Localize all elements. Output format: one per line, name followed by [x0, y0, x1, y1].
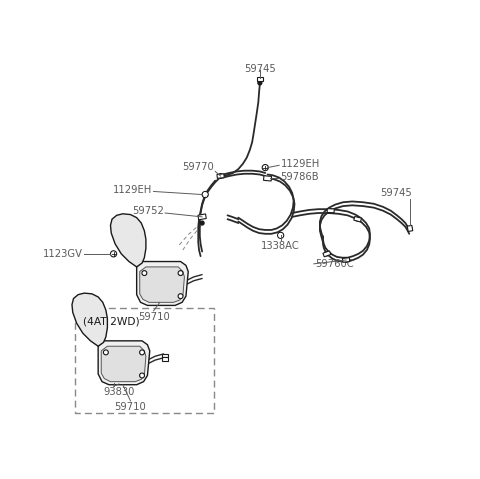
- Circle shape: [105, 351, 107, 354]
- Bar: [162, 354, 168, 357]
- Circle shape: [262, 164, 268, 171]
- Circle shape: [178, 271, 183, 275]
- Text: 59710: 59710: [138, 311, 169, 321]
- Circle shape: [329, 209, 333, 213]
- Circle shape: [110, 251, 117, 257]
- Text: (4AT 2WD): (4AT 2WD): [83, 317, 139, 327]
- Circle shape: [325, 252, 329, 256]
- Polygon shape: [137, 262, 188, 306]
- Bar: [343, 258, 350, 262]
- Bar: [264, 176, 272, 181]
- Circle shape: [200, 221, 204, 225]
- Text: 93830: 93830: [104, 387, 135, 397]
- Circle shape: [140, 373, 144, 378]
- Bar: [198, 214, 206, 220]
- Text: 1129EH: 1129EH: [113, 185, 152, 195]
- Text: 59745: 59745: [244, 64, 276, 74]
- Polygon shape: [140, 267, 184, 302]
- Bar: [354, 217, 361, 222]
- Text: 1129EH: 1129EH: [281, 159, 320, 169]
- Bar: [323, 251, 331, 257]
- Bar: [327, 209, 334, 213]
- Circle shape: [141, 351, 143, 354]
- Circle shape: [356, 217, 360, 221]
- FancyBboxPatch shape: [75, 308, 214, 413]
- Text: 1338AC: 1338AC: [261, 241, 300, 251]
- Circle shape: [141, 374, 143, 376]
- Circle shape: [143, 272, 145, 274]
- Circle shape: [202, 192, 208, 198]
- Circle shape: [408, 227, 412, 230]
- Polygon shape: [72, 293, 108, 346]
- Text: 59745: 59745: [380, 188, 412, 198]
- Circle shape: [279, 234, 282, 237]
- Bar: [217, 174, 224, 178]
- Text: 59786B: 59786B: [281, 172, 319, 182]
- Text: 59770: 59770: [182, 162, 214, 172]
- Polygon shape: [101, 346, 146, 382]
- Circle shape: [204, 193, 207, 196]
- Text: 59710: 59710: [115, 402, 146, 411]
- Bar: [162, 357, 168, 361]
- Text: 59752: 59752: [132, 206, 164, 217]
- Circle shape: [180, 272, 182, 274]
- Bar: [407, 225, 413, 231]
- Circle shape: [104, 350, 108, 355]
- Polygon shape: [98, 341, 150, 385]
- Circle shape: [180, 295, 182, 297]
- Bar: [257, 77, 263, 81]
- Text: 1123GV: 1123GV: [43, 249, 83, 259]
- Circle shape: [142, 271, 147, 275]
- Circle shape: [178, 294, 183, 298]
- Circle shape: [218, 174, 223, 178]
- Circle shape: [277, 232, 284, 239]
- Circle shape: [258, 81, 262, 85]
- Circle shape: [344, 258, 348, 262]
- Text: 59760C: 59760C: [315, 259, 354, 269]
- Polygon shape: [110, 214, 146, 267]
- Circle shape: [140, 350, 144, 355]
